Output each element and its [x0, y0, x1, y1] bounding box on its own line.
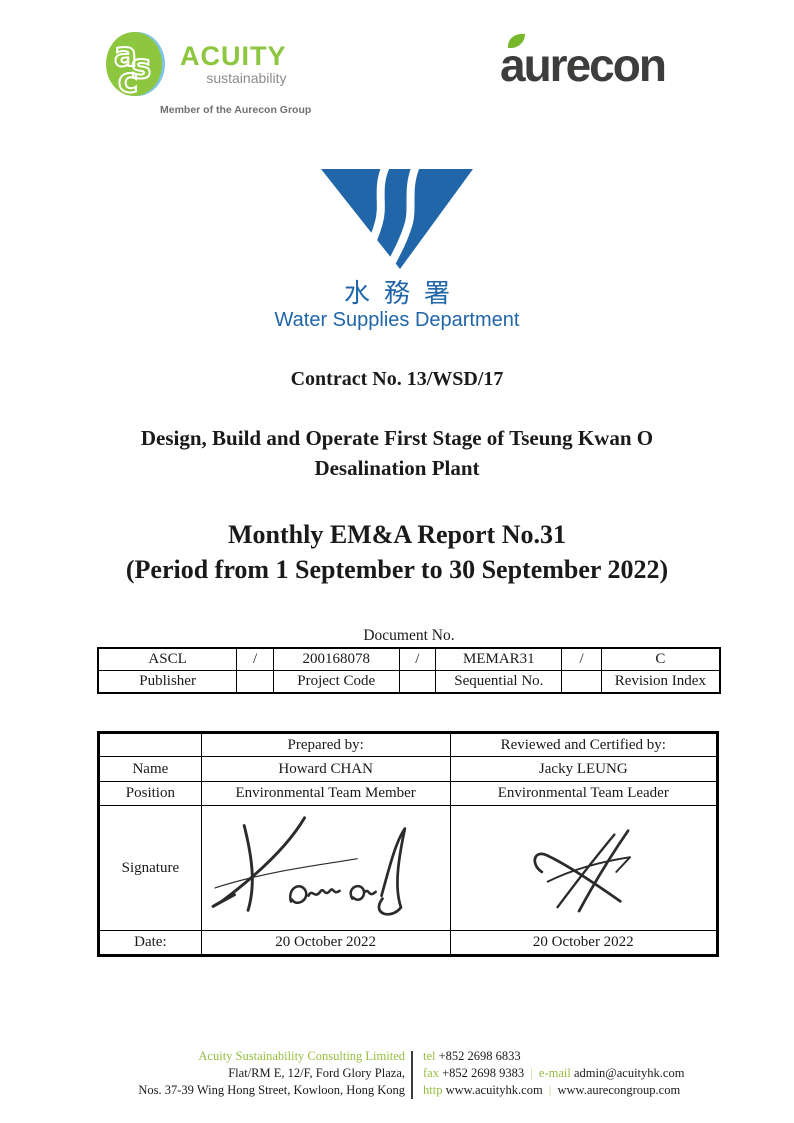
acuity-monogram-icon: a s c: [106, 32, 165, 98]
signature-row: Signature: [98, 805, 719, 931]
doc-publisher-value: ASCL: [97, 647, 238, 671]
reviewed-signature-image: [533, 828, 632, 912]
email-value: admin@acuityhk.com: [573, 1066, 685, 1080]
acuity-subtitle: sustainability: [206, 70, 287, 86]
reviewed-position: Environmental Team Leader: [449, 781, 719, 806]
aurecon-logo: aurecon: [500, 30, 720, 96]
footer-address-line2: Nos. 37-39 Wing Hong Street, Kowloon, Ho…: [138, 1083, 405, 1097]
fax-label: fax: [423, 1066, 439, 1080]
reviewed-name: Jacky LEUNG: [449, 756, 719, 782]
name-label: Name: [98, 756, 202, 782]
aurecon-wordmark: aurecon: [500, 39, 667, 91]
footer-address-block: Acuity Sustainability Consulting Limited…: [60, 1048, 405, 1099]
svg-text:c: c: [118, 61, 138, 98]
wsd-english-name: Water Supplies Department: [274, 309, 520, 331]
reviewed-by-header: Reviewed and Certified by:: [449, 732, 719, 757]
project-title-line2: Desalination Plant: [314, 456, 480, 480]
wsd-triangle-icon: [321, 164, 473, 272]
svg-text:a: a: [114, 35, 137, 75]
http-label: http: [423, 1083, 443, 1097]
signoff-table: Prepared by: Reviewed and Certified by: …: [97, 731, 719, 957]
footer-contact-block: tel +852 2698 6833 fax +852 2698 9383 | …: [423, 1048, 684, 1099]
position-row: Position Environmental Team Member Envir…: [98, 781, 719, 806]
date-row: Date: 20 October 2022 20 October 2022: [98, 930, 719, 956]
document-no-table: ASCL / 200168078 / MEMAR31 / C Publisher…: [97, 647, 721, 694]
footer-company-name: Acuity Sustainability Consulting Limited: [198, 1049, 405, 1063]
signoff-header-row: Prepared by: Reviewed and Certified by:: [98, 732, 719, 757]
doc-revision-value: C: [600, 647, 721, 671]
acuity-logo: a s c ACUITY sustainability Member of th…: [104, 30, 312, 116]
footer-tel-line: tel +852 2698 6833: [423, 1048, 684, 1065]
separator: |: [548, 1083, 552, 1097]
document-no-values-row: ASCL / 200168078 / MEMAR31 / C: [97, 647, 721, 671]
doc-revision-label: Revision Index: [600, 670, 721, 694]
doc-blank: [398, 670, 437, 694]
prepared-name: Howard CHAN: [200, 756, 451, 782]
footer-fax-email-line: fax +852 2698 9383 | e-mail admin@acuity…: [423, 1065, 684, 1082]
reviewed-date: 20 October 2022: [449, 930, 719, 956]
acuity-tagline: Member of the Aurecon Group: [160, 104, 312, 116]
position-label: Position: [98, 781, 202, 806]
contract-number-title: Contract No. 13/WSD/17: [290, 368, 504, 390]
report-title-line1: Monthly EM&A Report No.31: [228, 520, 566, 549]
doc-sequential-value: MEMAR31: [435, 647, 563, 671]
aurecon-leaf-icon: [507, 33, 525, 49]
svg-text:s: s: [131, 47, 151, 87]
web-value: www.acuityhk.com: [445, 1083, 543, 1097]
tel-label: tel: [423, 1049, 436, 1063]
doc-publisher-label: Publisher: [97, 670, 238, 694]
date-label: Date:: [98, 930, 202, 956]
wsd-chinese-name: 水務署: [343, 278, 464, 308]
separator: |: [530, 1066, 533, 1080]
signoff-blank-cell: [98, 732, 202, 757]
doc-project-code-label: Project Code: [272, 670, 400, 694]
prepared-position: Environmental Team Member: [200, 781, 451, 806]
doc-slash: /: [561, 647, 602, 671]
prepared-date: 20 October 2022: [200, 930, 451, 956]
project-title-line1: Design, Build and Operate First Stage of…: [140, 426, 654, 450]
name-row: Name Howard CHAN Jacky LEUNG: [98, 756, 719, 782]
document-no-labels-row: Publisher Project Code Sequential No. Re…: [97, 670, 721, 694]
footer-divider: [411, 1051, 413, 1099]
doc-sequential-label: Sequential No.: [435, 670, 563, 694]
acuity-wordmark: ACUITY: [180, 41, 287, 71]
prepared-by-header: Prepared by:: [200, 732, 451, 757]
email-label: e-mail: [538, 1066, 571, 1080]
footer-web-line: http www.acuityhk.com | www.aurecongroup…: [423, 1082, 684, 1099]
doc-blank: [561, 670, 602, 694]
document-no-caption: Document No.: [363, 627, 455, 644]
doc-slash: /: [236, 647, 274, 671]
doc-blank: [236, 670, 274, 694]
signature-label: Signature: [98, 805, 202, 931]
wsd-logo-block: 水務署 Water Supplies Department: [0, 164, 794, 331]
doc-slash: /: [398, 647, 437, 671]
doc-project-code-value: 200168078: [272, 647, 400, 671]
prepared-signature-image: [211, 815, 406, 916]
tel-value: +852 2698 6833: [438, 1049, 521, 1063]
web2-value: www.aurecongroup.com: [557, 1083, 681, 1097]
report-title-line2: (Period from 1 September to 30 September…: [125, 555, 669, 584]
fax-value: +852 2698 9383: [442, 1066, 525, 1080]
footer-address-line1: Flat/RM E, 12/F, Ford Glory Plaza,: [228, 1066, 405, 1080]
